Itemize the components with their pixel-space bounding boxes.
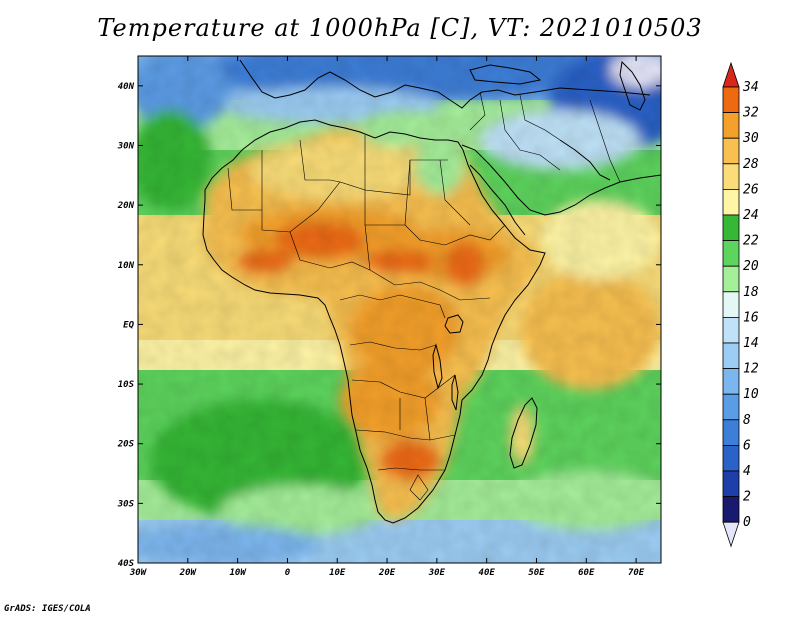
border-7 [289, 231, 371, 271]
lon-tick-label: 30W [129, 568, 148, 578]
lake-victoria [444, 314, 464, 334]
colorbar-swatch [722, 137, 740, 165]
colorbar-swatch [722, 368, 740, 395]
lon-tick-label: 10E [329, 568, 346, 578]
lat-tick-label: 20N [117, 201, 135, 211]
colorbar-label: 14 [743, 336, 759, 351]
lat-tick-label: 10N [118, 261, 135, 271]
country-borders [227, 91, 621, 501]
colorbar-swatch [722, 342, 740, 370]
border-4 [364, 135, 448, 196]
colorbar-label: 10 [743, 387, 759, 402]
europe-coastline [239, 59, 651, 109]
border-15 [409, 474, 429, 501]
colorbar-label: 30 [742, 131, 759, 146]
lat-tick-label: 40N [118, 82, 135, 92]
arabia-coastline [461, 144, 661, 216]
border-20 [469, 91, 486, 131]
colorbar-label: 12 [743, 362, 759, 377]
colorbar-label: 24 [743, 208, 759, 223]
colorbar-swatch [722, 496, 740, 523]
lat-tick-label: 40S [118, 559, 135, 569]
lon-tick-label: 70E [628, 568, 645, 578]
border-11 [355, 429, 456, 441]
axis-ticks [137, 56, 661, 564]
border-18 [499, 99, 561, 171]
colorbar-swatch [722, 444, 740, 472]
black-sea-coast [469, 64, 542, 85]
colorbar-label: 4 [743, 464, 751, 479]
lon-tick-label: 50E [528, 568, 545, 578]
grads-credit: GrADS: IGES/COLA [4, 604, 91, 614]
lon-tick-label: 30E [428, 568, 446, 578]
lon-tick-label: 40E [479, 568, 496, 578]
colorbar-swatch [722, 112, 740, 139]
colorbar-bottom-arrow [722, 521, 740, 548]
border-14 [424, 397, 431, 441]
map-title: Temperature at 1000hPa [C], VT: 20210105… [97, 14, 703, 42]
colorbar-swatch [722, 393, 740, 421]
border-8 [339, 294, 446, 319]
colorbar-swatch [722, 291, 740, 318]
border-19 [589, 99, 621, 183]
colorbar-label: 22 [743, 234, 759, 249]
temperature-field [138, 56, 661, 563]
lon-tick-label: 0 [285, 568, 291, 578]
lat-tick-label: 10S [118, 380, 135, 390]
lat-tick-label: 30N [117, 141, 135, 151]
persian-gulf-coast [559, 139, 611, 181]
border-17 [519, 94, 561, 141]
colorbar-label: 2 [743, 490, 751, 505]
border-9 [349, 341, 437, 351]
lon-tick-label: 10W [229, 568, 247, 578]
lat-tick-label: 20S [117, 440, 135, 450]
madagascar-coastline [509, 397, 538, 469]
africa-coastline [202, 119, 546, 524]
colorbar-label: 28 [743, 157, 759, 172]
plot-frame [137, 55, 662, 564]
border-10 [351, 374, 456, 399]
colorbar-label: 18 [743, 285, 759, 300]
colorbar-label: 26 [743, 182, 759, 197]
border-16 [439, 159, 471, 226]
colorbar-label: 34 [742, 80, 759, 95]
colorbar-label: 32 [742, 106, 759, 121]
red-sea-coast [469, 164, 526, 236]
lon-tick-label: 20W [179, 568, 198, 578]
caspian-coast [619, 60, 646, 111]
border-2 [227, 167, 262, 211]
lake-malawi [451, 374, 459, 411]
colorbar-label: 8 [743, 413, 751, 428]
lat-tick-label: EQ [123, 320, 134, 330]
axis-labels: 30W 20W 10W 0 10E 20E 30E 40E 50E 60E 70E 40N 30N 20N… [117, 82, 645, 578]
border-3 [299, 139, 341, 183]
colorbar-swatch [722, 419, 740, 446]
colorbar-swatch [722, 316, 740, 344]
colorbar-label: 0 [743, 515, 751, 530]
colorbar-swatch [722, 163, 740, 190]
colorbar-label: 20 [743, 259, 759, 274]
colorbar-swatch [722, 265, 740, 293]
colorbar-top-arrow [722, 61, 740, 88]
lon-tick-label: 60E [578, 568, 595, 578]
coastlines [202, 59, 661, 524]
colorbar-swatch [722, 86, 740, 114]
colorbar-swatch [722, 188, 740, 216]
lon-tick-label: 20E [378, 568, 396, 578]
colorbar-swatch [722, 470, 740, 498]
colorbar-label: 16 [743, 310, 759, 325]
border-12 [377, 467, 445, 471]
colorbar-swatch [722, 240, 740, 267]
colorbar-swatch [722, 214, 740, 242]
border-5 [404, 224, 506, 246]
lat-tick-label: 30S [117, 499, 135, 509]
colorbar-label: 6 [743, 438, 751, 453]
